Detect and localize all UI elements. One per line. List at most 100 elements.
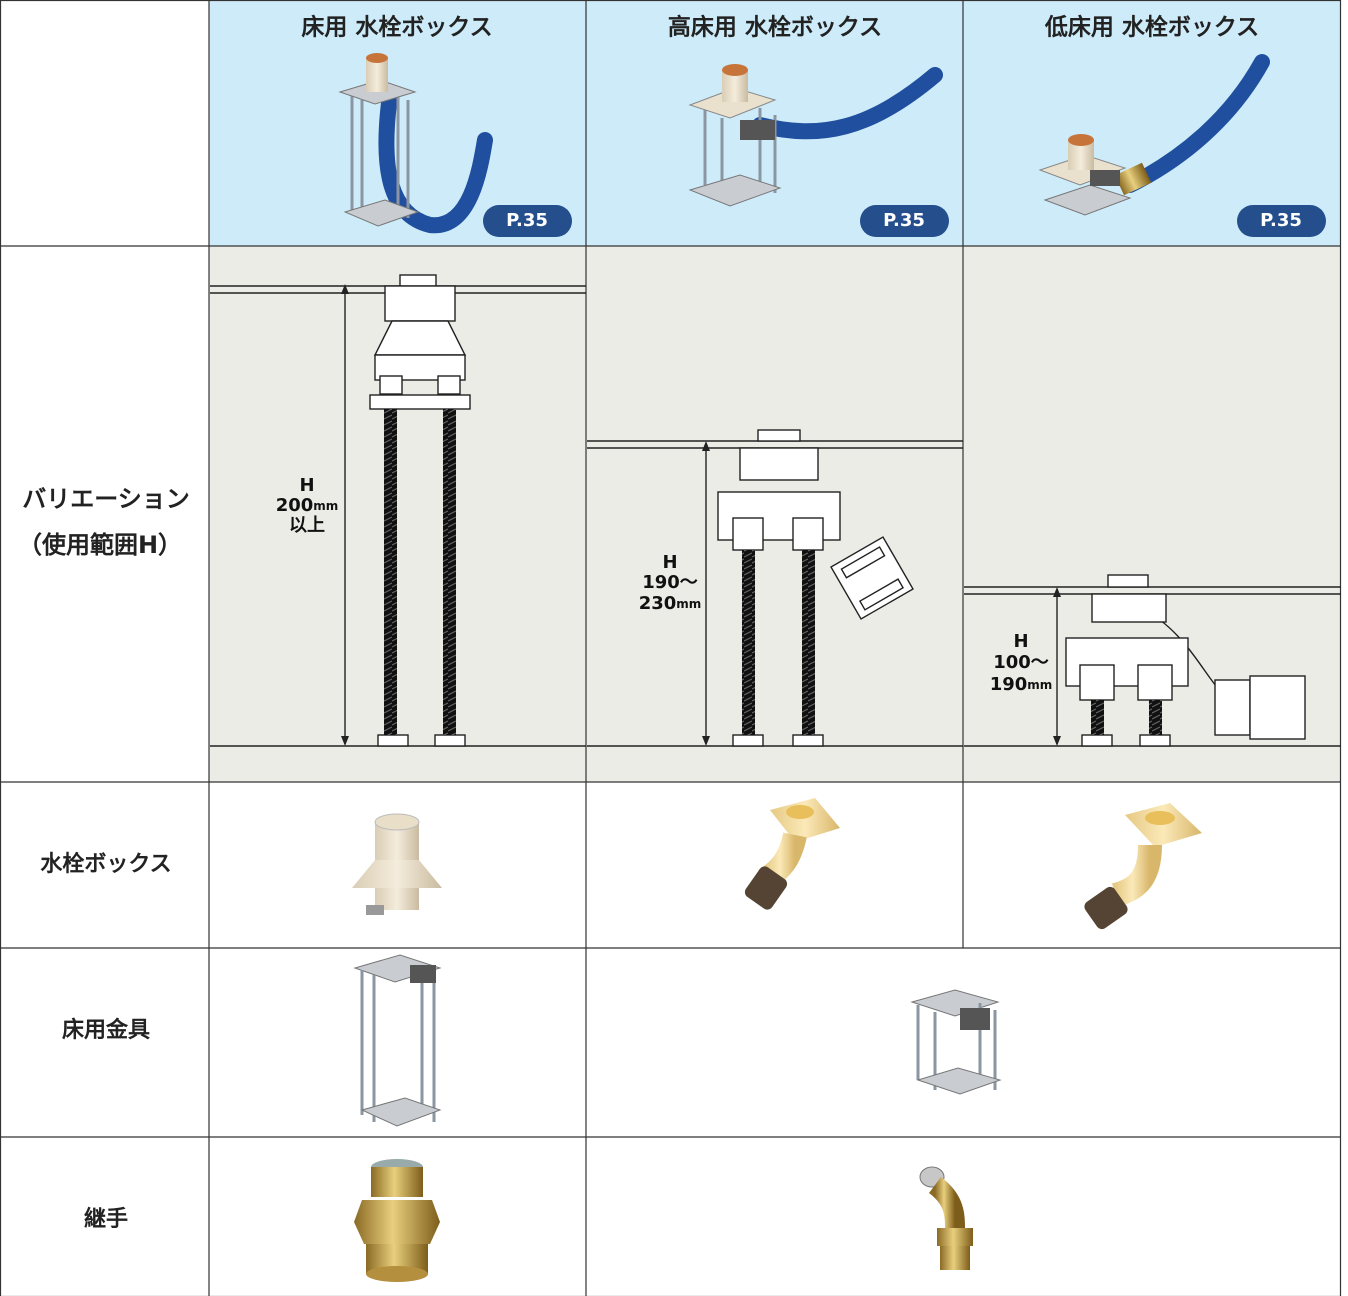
- diagram-part: [717, 429, 914, 747]
- box-photo-part: [1084, 886, 1128, 930]
- range-label-part: H: [1013, 631, 1028, 652]
- row-label: バリエーション: [22, 485, 190, 513]
- diagram-part-part: [399, 274, 437, 287]
- diagram-part-part: [1214, 679, 1251, 736]
- box-photo: [744, 798, 840, 910]
- diagram-part-part: [1091, 593, 1167, 623]
- range-label: H: [299, 475, 314, 496]
- joint-photo: [354, 1159, 440, 1282]
- diagram-part-part-part: [858, 578, 905, 611]
- bracket-photo-part: [360, 1097, 442, 1127]
- header-photo-part: [1043, 184, 1132, 216]
- diagram-part: [443, 409, 456, 735]
- range-label-part: 190: [990, 674, 1028, 695]
- page-badges: P.35 P.35 P.35: [483, 205, 1326, 237]
- joint-photo-part: [937, 1228, 973, 1246]
- range-label: H: [1013, 631, 1028, 652]
- header-photo: [338, 53, 493, 234]
- diagram-part-part: [792, 517, 824, 551]
- range-label-part: 200: [276, 495, 314, 516]
- range-label: 230mm: [639, 593, 702, 614]
- diagram-part: [369, 274, 471, 747]
- range-label-part: 230: [639, 593, 677, 614]
- page-ref: P.35: [883, 210, 925, 231]
- page-badge: [860, 205, 949, 237]
- box-photo: [1084, 803, 1202, 930]
- diagram-part-part: [1137, 664, 1173, 701]
- bracket-photo-part: [360, 970, 436, 1122]
- range-label-part: mm: [676, 597, 701, 611]
- row-labels: バリエーション （使用範囲H） 水栓ボックス 床用金具 継手: [18, 485, 190, 1232]
- range-label-part: 100〜: [993, 652, 1049, 673]
- box-photo-part: [366, 905, 384, 915]
- diagram-part-part: [792, 734, 824, 747]
- header-photo-part: [350, 95, 410, 218]
- diagram-part: [702, 736, 710, 746]
- page-ref: P.35: [1260, 210, 1302, 231]
- box-photo-part: [770, 798, 840, 842]
- range-label: H: [662, 552, 677, 573]
- diagram-part: [702, 441, 710, 451]
- range-label-part: 以上: [289, 515, 325, 536]
- bracket-photo-part: [410, 965, 436, 983]
- diagram: [210, 274, 586, 747]
- range-label-part: H: [662, 552, 677, 573]
- bracket-photo: [353, 954, 442, 1127]
- box-photo-part: [1111, 844, 1162, 907]
- diagram-part-part: [1139, 734, 1171, 747]
- diagram-part: [1053, 736, 1061, 746]
- diagram-part-part: [369, 394, 471, 410]
- bracket-photo-part: [916, 1067, 1002, 1095]
- bracket-photo-part: [353, 954, 442, 983]
- box-photo-part: [786, 805, 814, 819]
- diagram-part-part: [1079, 664, 1115, 701]
- diagram-part-part-part: [830, 536, 914, 620]
- range-label: 以上: [289, 515, 325, 536]
- range-label: 190mm: [990, 674, 1053, 695]
- box-photo-part: [744, 866, 788, 910]
- header-photo: [1038, 54, 1270, 216]
- box-photo-part: [375, 888, 419, 910]
- box-photo-part: [352, 860, 442, 888]
- diagram-part-part: [377, 734, 409, 747]
- header-photo-part: [378, 87, 493, 234]
- joint-photo-part: [371, 1167, 423, 1197]
- joint-photo-part: [940, 1246, 970, 1270]
- header-photo-part: [366, 53, 388, 63]
- page-badge: [1237, 205, 1326, 237]
- diagram-part: [1053, 587, 1061, 597]
- diagram: [587, 429, 963, 747]
- diagram-part-part: [732, 517, 764, 551]
- diagram-part: [341, 736, 349, 746]
- diagram-part-part: [732, 734, 764, 747]
- range-label-part: H: [299, 475, 314, 496]
- header-photo-part: [366, 58, 388, 92]
- header-photo-part: [1068, 134, 1094, 146]
- row-label: （使用範囲H）: [18, 531, 182, 559]
- header-photo-part: [343, 199, 420, 227]
- diagram-part-part: [830, 536, 914, 620]
- header-photo-part: [740, 120, 775, 140]
- range-labels: H 200mm 以上 H 190〜 230mm H 100〜 190mm: [276, 475, 1053, 695]
- box-photo-part: [1145, 811, 1175, 825]
- header-photo-part: [722, 64, 748, 76]
- diagram-part-part: [437, 375, 461, 395]
- diagram-part: [341, 284, 349, 294]
- diagram-part-part: [384, 285, 456, 322]
- diagram-part-part: [1107, 574, 1149, 588]
- range-label: 200mm: [276, 495, 339, 516]
- diagram-part: [1091, 700, 1104, 735]
- bracket-photo-part: [960, 1008, 990, 1030]
- header-photo-part: [688, 174, 782, 207]
- diagram: [964, 574, 1341, 747]
- range-label-part: 190〜: [642, 572, 698, 593]
- diagram-part-part: [379, 375, 403, 395]
- header-photo-part: [1114, 162, 1152, 196]
- page-ref: P.35: [506, 210, 548, 231]
- box-photo-part: [374, 813, 420, 831]
- diagram-part: [1065, 574, 1306, 747]
- diagram-part: [802, 550, 815, 735]
- box-photo-part: [1125, 803, 1202, 847]
